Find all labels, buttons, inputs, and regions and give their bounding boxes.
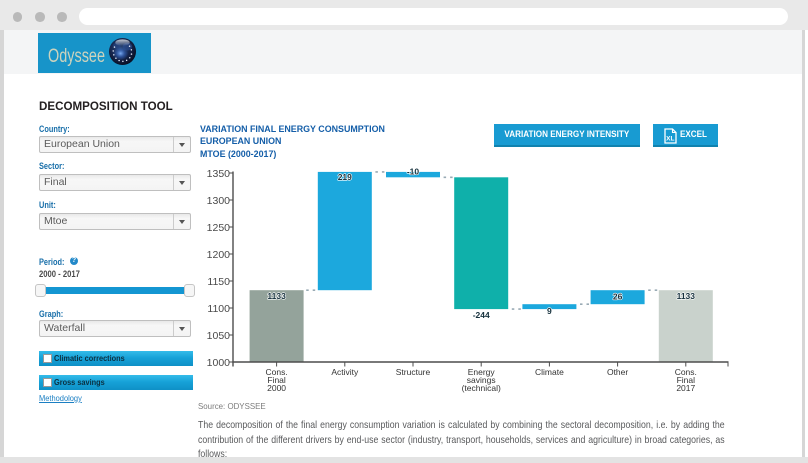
svg-text:2000: 2000 <box>267 383 286 393</box>
svg-text:1050: 1050 <box>207 330 231 342</box>
svg-text:Other: Other <box>607 367 628 377</box>
svg-text:1000: 1000 <box>207 357 231 369</box>
svg-text:9: 9 <box>547 306 552 316</box>
svg-text:Energy: Energy <box>468 367 496 377</box>
svg-text:2017: 2017 <box>676 383 695 393</box>
svg-text:1150: 1150 <box>207 276 230 288</box>
svg-text:-244: -244 <box>473 310 490 320</box>
svg-text:XL: XL <box>666 136 674 143</box>
svg-text:Climate: Climate <box>535 367 564 377</box>
svg-text:(technical): (technical) <box>462 383 501 393</box>
svg-text:1350: 1350 <box>207 168 231 180</box>
svg-text:26: 26 <box>613 292 623 302</box>
svg-text:Final: Final <box>677 375 696 385</box>
svg-text:savings: savings <box>467 375 496 385</box>
svg-text:1133: 1133 <box>267 291 286 301</box>
svg-text:1133: 1133 <box>677 291 696 301</box>
svg-text:1300: 1300 <box>207 195 231 207</box>
svg-text:1100: 1100 <box>207 303 230 315</box>
svg-text:Activity: Activity <box>331 367 359 377</box>
svg-text:Final: Final <box>267 375 286 385</box>
svg-text:Cons.: Cons. <box>265 367 287 377</box>
svg-text:Cons.: Cons. <box>675 367 697 377</box>
svg-text:219: 219 <box>338 172 352 182</box>
svg-text:Structure: Structure <box>396 367 431 377</box>
svg-text:1250: 1250 <box>207 222 231 234</box>
svg-text:-10: -10 <box>407 167 420 177</box>
svg-text:1200: 1200 <box>207 249 231 261</box>
